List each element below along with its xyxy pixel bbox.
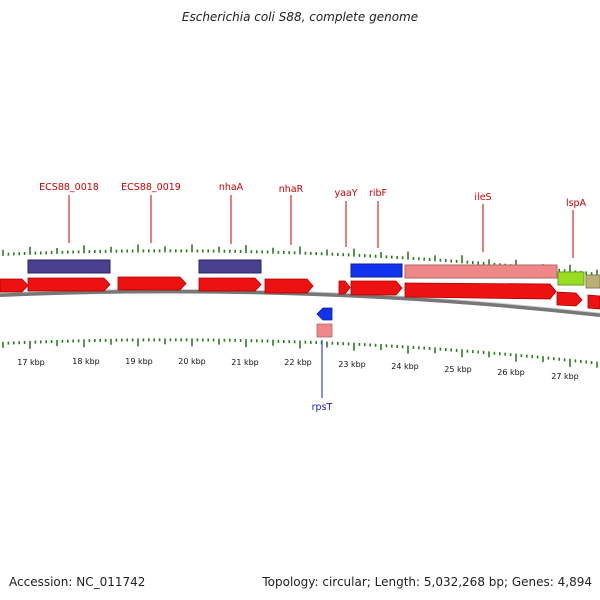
kbp-label: 27 kbp (551, 372, 579, 381)
kbp-label: 19 kbp (125, 357, 153, 366)
cds-arrow-lspA[interactable] (556, 291, 583, 307)
cds-arrow-ECS88_0018[interactable] (27, 277, 111, 292)
upper-gene-track (27, 259, 600, 289)
cds-arrow-ribF[interactable] (350, 280, 403, 296)
accession-text: Accession: NC_011742 (9, 575, 146, 589)
gene-label-ileS[interactable]: ileS (474, 192, 491, 203)
kbp-label: 21 kbp (231, 358, 259, 367)
kbp-label: 25 kbp (444, 365, 472, 374)
cds-arrow-right-edge[interactable] (587, 294, 600, 310)
cds-arrow-left-edge[interactable] (0, 278, 29, 293)
gene-label-nhaA[interactable]: nhaA (219, 182, 244, 193)
gene-label-ECS88_0018[interactable]: ECS88_0018 (39, 182, 99, 193)
cds-arrow-nhaR[interactable] (264, 278, 314, 294)
gene-bar-lspA[interactable] (557, 271, 585, 286)
gene-bar-rpsT[interactable] (316, 323, 333, 338)
cds-arrow-yaaY[interactable] (338, 280, 351, 295)
label-leaders (68, 195, 574, 398)
gene-label-lspA[interactable]: lspA (566, 198, 587, 209)
kbp-axis-labels: 17 kbp 18 kbp 19 kbp 20 kbp 21 kbp 22 kb… (17, 357, 579, 381)
gene-label-ribF[interactable]: ribF (369, 188, 387, 199)
top-gene-labels: ECS88_0018 ECS88_0019 nhaA nhaR yaaY rib… (39, 182, 586, 209)
gene-label-nhaR[interactable]: nhaR (279, 184, 304, 195)
kbp-label: 18 kbp (72, 357, 100, 366)
kbp-label: 23 kbp (338, 360, 366, 369)
gene-bar-ribF[interactable] (350, 263, 403, 278)
bottom-tick-track (2, 338, 598, 368)
gene-bar-ispH[interactable] (585, 274, 600, 289)
cds-arrow-ileS[interactable] (404, 282, 557, 300)
cds-arrow-nhaA[interactable] (198, 277, 262, 292)
cds-arrow-ECS88_0019[interactable] (117, 276, 187, 291)
kbp-label: 20 kbp (178, 357, 206, 366)
gene-label-ECS88_0019[interactable]: ECS88_0019 (121, 182, 181, 193)
topology-text: Topology: circular; Length: 5,032,268 bp… (262, 575, 592, 589)
kbp-label: 26 kbp (497, 368, 525, 377)
kbp-label: 17 kbp (17, 358, 45, 367)
kbp-label: 22 kbp (284, 358, 312, 367)
kbp-label: 24 kbp (391, 362, 419, 371)
genome-backbone (0, 289, 600, 317)
gene-label-yaaY[interactable]: yaaY (334, 188, 357, 199)
cds-arrow-rpsT[interactable] (316, 307, 333, 321)
reverse-cds-track (316, 307, 333, 338)
gene-label-rpsT[interactable]: rpsT (312, 402, 333, 413)
gene-bar-ECS88_0018[interactable] (27, 259, 111, 274)
gene-bar-nhaA[interactable] (198, 259, 262, 274)
map-title: Escherichia coli S88, complete genome (181, 10, 419, 24)
forward-cds-track (0, 276, 600, 310)
gene-bar-ileS[interactable] (404, 264, 558, 279)
